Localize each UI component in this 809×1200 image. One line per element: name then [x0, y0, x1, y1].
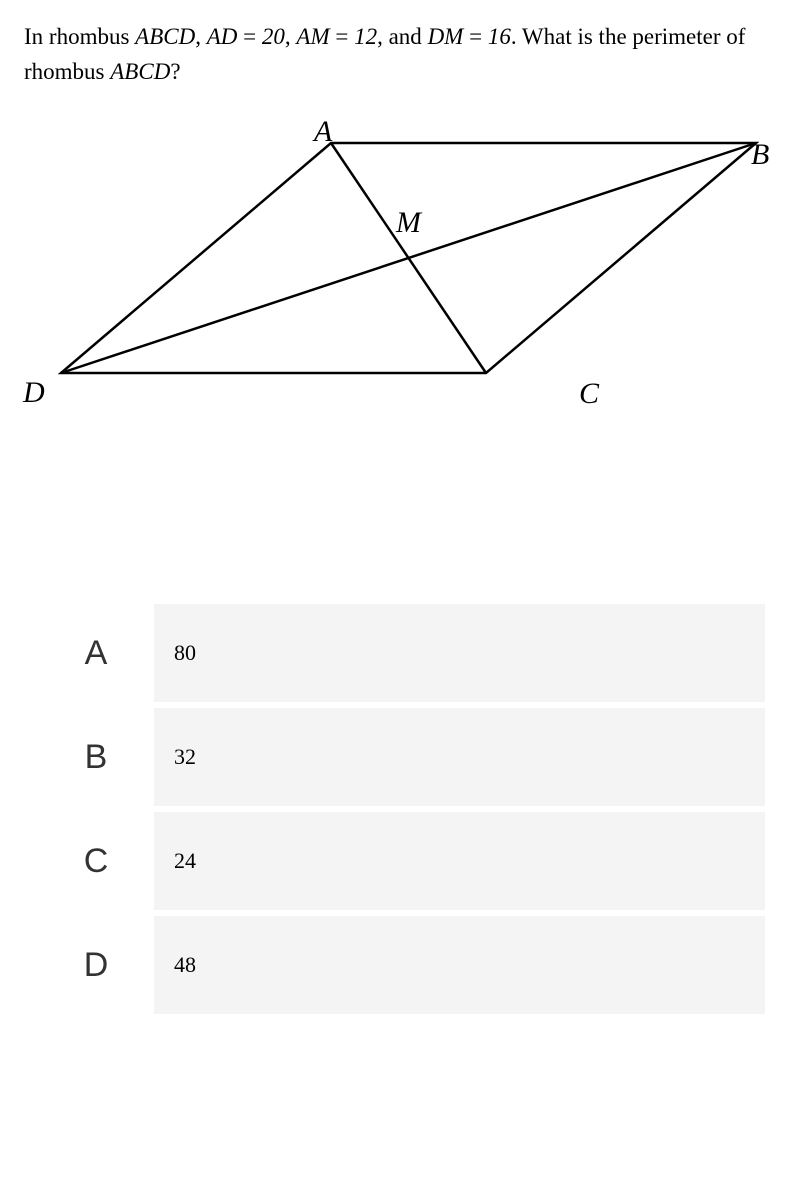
option-value: 48 — [154, 916, 765, 1014]
svg-text:C: C — [579, 377, 600, 410]
answer-option-a[interactable]: A 80 — [44, 604, 765, 702]
answer-option-b[interactable]: B 32 — [44, 708, 765, 806]
option-letter: D — [44, 916, 148, 1014]
svg-text:B: B — [751, 138, 769, 171]
q-part: = — [463, 24, 487, 49]
question-text: In rhombus ABCD, AD = 20, AM = 12, and D… — [24, 20, 785, 89]
q-ad: AD — [207, 24, 238, 49]
svg-text:D: D — [22, 376, 45, 409]
q-part: = — [237, 24, 261, 49]
q-part: ? — [170, 59, 180, 84]
q-v16: 16 — [488, 24, 511, 49]
option-letter: B — [44, 708, 148, 806]
q-abcd2: ABCD — [110, 59, 170, 84]
option-letter: C — [44, 812, 148, 910]
option-value: 32 — [154, 708, 765, 806]
q-am: AM — [296, 24, 329, 49]
answer-option-d[interactable]: D 48 — [44, 916, 765, 1014]
rhombus-diagram: A B M D C — [19, 119, 785, 424]
option-letter: A — [44, 604, 148, 702]
option-value: 24 — [154, 812, 765, 910]
q-v20: 20 — [262, 24, 285, 49]
q-dm: DM — [428, 24, 464, 49]
diagram-svg: A B M D C — [19, 119, 779, 419]
q-abcd: ABCD — [135, 24, 195, 49]
q-part: In rhombus — [24, 24, 135, 49]
svg-text:M: M — [395, 206, 423, 239]
q-v12: 12 — [354, 24, 377, 49]
q-part: = — [330, 24, 354, 49]
q-part: , — [195, 24, 207, 49]
svg-text:A: A — [312, 119, 333, 148]
answer-option-c[interactable]: C 24 — [44, 812, 765, 910]
q-part: , and — [377, 24, 427, 49]
option-value: 80 — [154, 604, 765, 702]
answer-options: A 80 B 32 C 24 D 48 — [24, 604, 785, 1014]
q-part: , — [285, 24, 297, 49]
